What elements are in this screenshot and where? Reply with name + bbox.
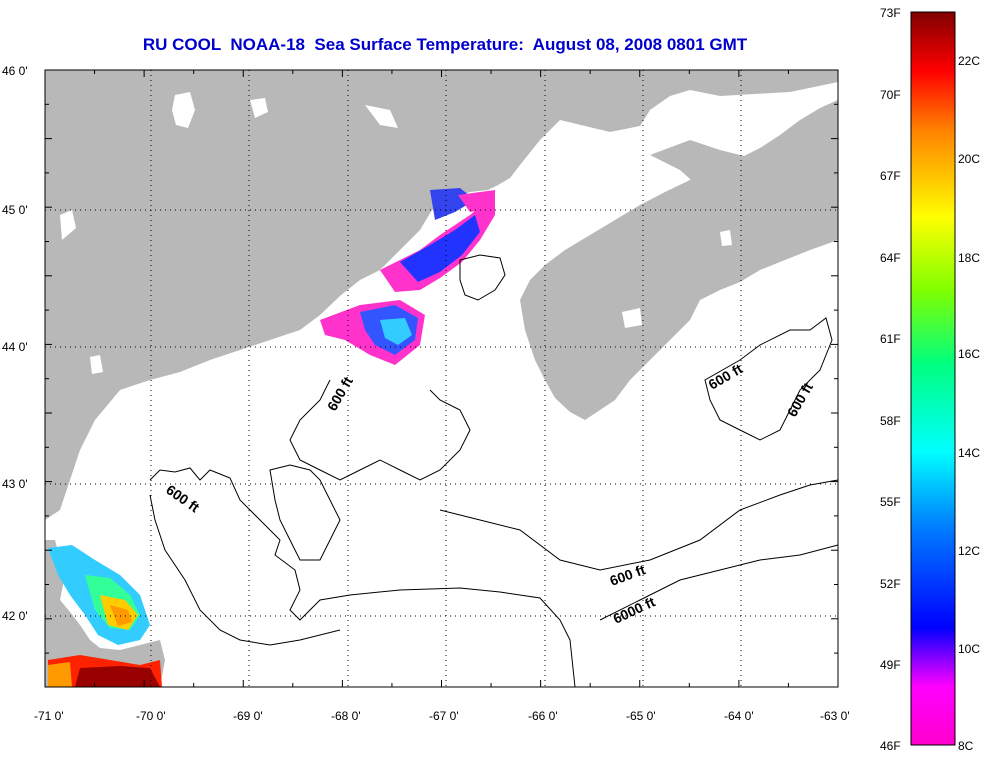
sst-data-patches: [48, 188, 495, 687]
c-label-14: 14C: [958, 446, 980, 460]
f-label-67: 67F: [880, 169, 901, 183]
lon-label-1: -70 0': [136, 709, 166, 723]
lat-label-3: 43 0': [2, 477, 28, 491]
c-label-18: 18C: [958, 251, 980, 265]
lon-label-6: -65 0': [626, 709, 656, 723]
c-label-8: 8C: [958, 739, 974, 753]
c-label-16: 16C: [958, 347, 980, 361]
lon-label-0: -71 0': [34, 709, 64, 723]
f-label-52: 52F: [880, 577, 901, 591]
colorbar-celsius-labels: 22C 20C 18C 16C 14C 12C 10C 8C: [958, 54, 980, 753]
f-label-73: 73F: [880, 6, 901, 20]
lon-label-7: -64 0': [724, 709, 754, 723]
lon-label-4: -67 0': [429, 709, 459, 723]
lon-label-2: -69 0': [233, 709, 263, 723]
grid-lines: [45, 70, 838, 687]
lat-label-1: 45 0': [2, 203, 28, 217]
page-title: RU COOL NOAA-18 Sea Surface Temperature:…: [142, 35, 748, 54]
f-label-64: 64F: [880, 251, 901, 265]
land-massachusetts: [45, 540, 165, 687]
c-label-20: 20C: [958, 152, 980, 166]
lat-label-2: 44 0': [2, 340, 28, 354]
land-maine-newbrunswick: [45, 70, 838, 520]
lon-label-5: -66 0': [528, 709, 558, 723]
c-label-10: 10C: [958, 642, 980, 656]
land: [45, 70, 838, 687]
colorbar-fahrenheit-labels: 73F 70F 67F 64F 61F 58F 55F 52F 49F 46F: [880, 6, 901, 753]
f-label-55: 55F: [880, 495, 901, 509]
f-label-46: 46F: [880, 739, 901, 753]
c-label-12: 12C: [958, 544, 980, 558]
f-label-49: 49F: [880, 658, 901, 672]
lon-label-3: -68 0': [331, 709, 361, 723]
land-fundy-arm: [650, 140, 838, 200]
lakes: [60, 92, 732, 374]
f-label-61: 61F: [880, 332, 901, 346]
depth-contours: [149, 254, 839, 688]
axis-ticks: [44, 69, 839, 687]
lat-label-0: 46 0': [2, 64, 28, 78]
lon-label-8: -63 0': [820, 709, 850, 723]
c-label-22: 22C: [958, 54, 980, 68]
f-label-58: 58F: [880, 414, 901, 428]
colorbar: [910, 11, 956, 746]
lat-label-4: 42 0': [2, 609, 28, 623]
f-label-70: 70F: [880, 88, 901, 102]
